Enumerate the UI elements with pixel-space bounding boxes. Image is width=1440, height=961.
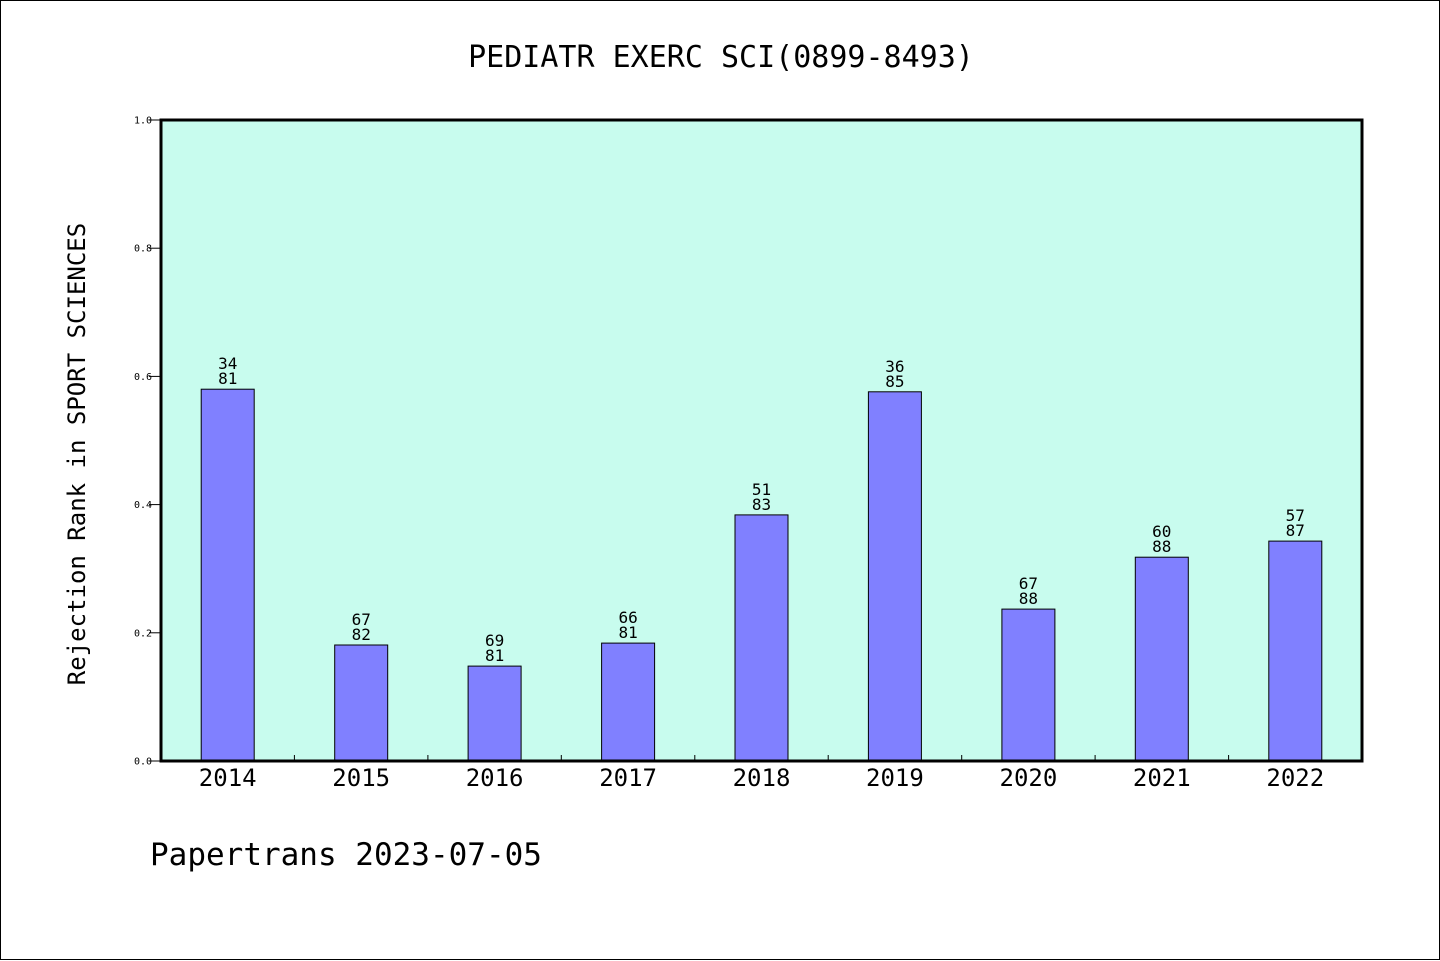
bars-group [200,388,1323,762]
bar-2016 [467,665,522,762]
bar-label-bottom-2020: 88 [1019,589,1038,608]
y-tick-label-1.0: 1.0 [134,116,152,127]
bar-label-bottom-2019: 85 [885,372,904,391]
bar-2021 [1134,556,1189,762]
y-tick-label-0.4: 0.4 [134,500,152,511]
y-tick-label-0.6: 0.6 [134,372,152,383]
x-tick-label-2019: 2019 [866,764,924,792]
bar-label-top-2019: 36 [885,357,904,376]
x-tick-label-2014: 2014 [199,764,257,792]
bar-label-top-2017: 66 [618,608,637,627]
bar-label-top-2020: 67 [1019,574,1038,593]
y-tick-label-0.2: 0.2 [134,628,152,639]
bar-2020 [1001,608,1056,762]
x-axis: 2014 2015 2016 2017 2018 2019 2020 2021 2022 [199,755,1324,792]
bar-label-bottom-2016: 81 [485,646,504,665]
x-tick-label-2020: 2020 [1000,764,1058,792]
x-tick-label-2016: 2016 [466,764,524,792]
x-tick-label-2017: 2017 [599,764,657,792]
bar-2017 [601,642,656,762]
bar-label-bottom-2015: 82 [352,625,371,644]
bar-label-top-2021: 60 [1152,522,1171,541]
bar-2015 [334,644,389,762]
x-tick-label-2018: 2018 [733,764,791,792]
bar-label-top-2016: 69 [485,631,504,650]
bar-label-top-2018: 51 [752,480,771,499]
x-tick-label-2021: 2021 [1133,764,1191,792]
bar-2022 [1268,540,1323,762]
chart-title: PEDIATR EXERC SCI(0899-8493) [468,40,974,75]
plot-border [159,118,1364,763]
bar-label-top-2022: 57 [1286,506,1305,525]
bar-2014 [200,388,255,762]
y-tick-label-0.0: 0.0 [134,757,152,768]
bar-label-bottom-2014: 81 [218,369,237,388]
bar-label-top-2015: 67 [352,610,371,629]
bar-label-top-2014: 34 [218,354,237,373]
x-tick-label-2022: 2022 [1266,764,1324,792]
footer-text: Papertrans 2023-07-05 [150,837,542,873]
y-axis-label: Rejection Rank in SPORT SCIENCES [63,223,91,685]
bar-2019 [867,391,922,762]
bar-label-bottom-2017: 81 [618,623,637,642]
y-axis: 0.0 0.2 0.4 0.6 0.8 1.0 [134,116,161,768]
bar-2018 [734,514,789,762]
bar-label-bottom-2022: 87 [1286,521,1305,540]
bar-label-bottom-2018: 83 [752,495,771,514]
y-tick-label-0.8: 0.8 [134,244,152,255]
x-tick-label-2015: 2015 [332,764,390,792]
bar-label-bottom-2021: 88 [1152,537,1171,556]
